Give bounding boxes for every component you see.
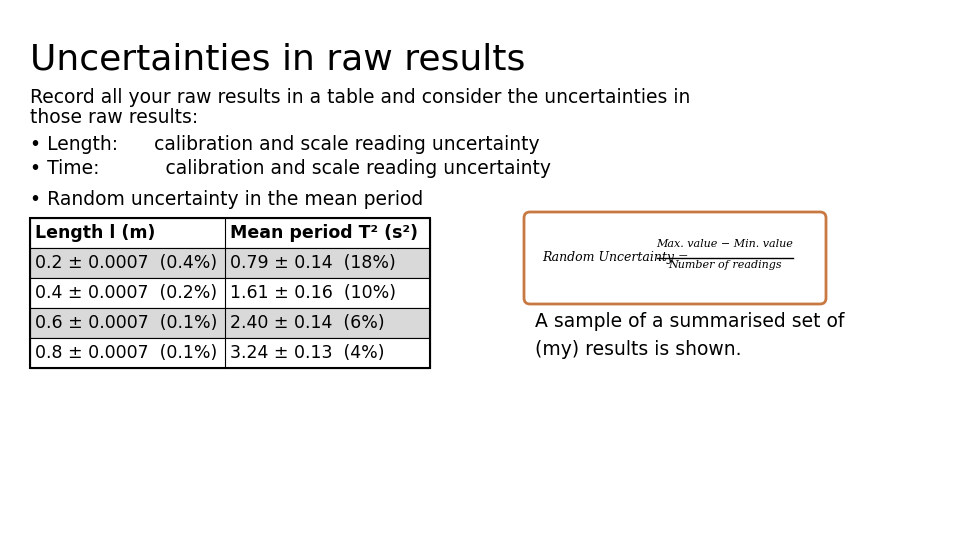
Text: 1.61 ± 0.16  (10%): 1.61 ± 0.16 (10%) xyxy=(230,284,396,302)
Text: Mean period T² (s²): Mean period T² (s²) xyxy=(230,224,418,242)
Text: 0.8 ± 0.0007  (0.1%): 0.8 ± 0.0007 (0.1%) xyxy=(35,344,217,362)
Text: 0.4 ± 0.0007  (0.2%): 0.4 ± 0.0007 (0.2%) xyxy=(35,284,217,302)
Text: • Length:      calibration and scale reading uncertainty: • Length: calibration and scale reading … xyxy=(30,135,540,154)
Text: Uncertainties in raw results: Uncertainties in raw results xyxy=(30,42,525,76)
FancyBboxPatch shape xyxy=(30,218,430,248)
FancyBboxPatch shape xyxy=(30,338,430,368)
Text: Max. value − Min. value: Max. value − Min. value xyxy=(657,239,793,249)
Text: those raw results:: those raw results: xyxy=(30,108,199,127)
Text: 3.24 ± 0.13  (4%): 3.24 ± 0.13 (4%) xyxy=(230,344,385,362)
FancyBboxPatch shape xyxy=(524,212,826,304)
Text: Number of readings: Number of readings xyxy=(668,260,781,270)
Text: 0.2 ± 0.0007  (0.4%): 0.2 ± 0.0007 (0.4%) xyxy=(35,254,217,272)
FancyBboxPatch shape xyxy=(30,308,430,338)
Text: Length l (m): Length l (m) xyxy=(35,224,156,242)
Text: A sample of a summarised set of
(my) results is shown.: A sample of a summarised set of (my) res… xyxy=(535,312,845,359)
Text: • Time:           calibration and scale reading uncertainty: • Time: calibration and scale reading un… xyxy=(30,159,551,178)
Text: Record all your raw results in a table and consider the uncertainties in: Record all your raw results in a table a… xyxy=(30,88,690,107)
Text: 2.40 ± 0.14  (6%): 2.40 ± 0.14 (6%) xyxy=(230,314,385,332)
FancyBboxPatch shape xyxy=(30,278,430,308)
FancyBboxPatch shape xyxy=(30,248,430,278)
Text: • Random uncertainty in the mean period: • Random uncertainty in the mean period xyxy=(30,190,423,209)
Text: 0.6 ± 0.0007  (0.1%): 0.6 ± 0.0007 (0.1%) xyxy=(35,314,217,332)
Text: Random Uncertainty =: Random Uncertainty = xyxy=(542,252,692,265)
Text: 0.79 ± 0.14  (18%): 0.79 ± 0.14 (18%) xyxy=(230,254,396,272)
